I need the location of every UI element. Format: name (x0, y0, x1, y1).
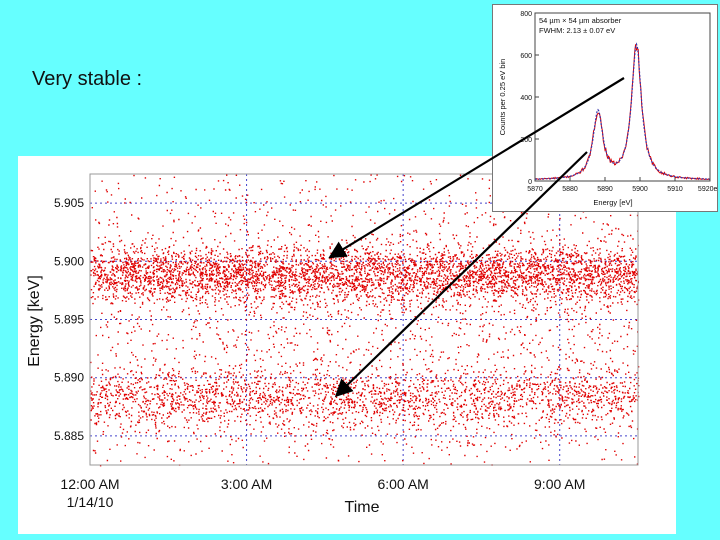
inset-frame (534, 12, 711, 182)
plot-frame (89, 173, 639, 466)
inset-x-axis-label: Energy [eV] (593, 198, 632, 207)
x-tick-label: 3:00 AM (221, 476, 272, 492)
inset-subtitle: FWHM: 2.13 ± 0.07 eV (539, 26, 615, 35)
inset-spectrum-fit (535, 42, 710, 180)
inset-x-tick-label: 5870 (527, 186, 543, 193)
x-tick-label: 12:00 AM (60, 476, 119, 492)
x-axis-label: Time (345, 499, 380, 516)
inset-x-tick-label: 5920eV (698, 186, 717, 193)
x-tick-label: 6:00 AM (377, 476, 428, 492)
slide-title: Very stable : (32, 68, 143, 90)
inset-y-tick-label: 0 (528, 179, 532, 186)
inset-x-tick-label: 5910 (667, 186, 683, 193)
y-tick-label: 5.890 (54, 371, 84, 385)
inset-y-tick-label: 400 (520, 95, 532, 102)
y-tick-label: 5.895 (54, 313, 84, 327)
energy-spectrum-plot: 0 200 400 600 800 5870 5880 5890 5900 5910 5920eV… (498, 11, 720, 207)
arrow-upper-peak (328, 77, 625, 259)
main-chart-panel: 5.905 5.900 5.895 5.890 5.885 12:00 AM 1/14/1… (18, 156, 676, 534)
inset-y-tick-label: 200 (520, 137, 532, 144)
y-tick-label: 5.900 (54, 254, 84, 268)
inset-title: 54 µm × 54 µm absorber (539, 16, 622, 25)
inset-x-tick-label: 5890 (597, 186, 613, 193)
inset-y-tick-label: 800 (520, 11, 532, 18)
x-tick-label: 9:00 AM (534, 476, 585, 492)
scatter-points (90, 174, 640, 467)
inset-x-tick-label: 5900 (632, 186, 648, 193)
y-axis-label: Energy [keV] (26, 275, 43, 367)
arrow-lower-peak (334, 151, 588, 398)
inset-y-tick-label: 600 (520, 53, 532, 60)
inset-y-axis-label: Counts per 0.25 eV bin (498, 59, 507, 136)
y-tick-label: 5.885 (54, 429, 84, 443)
y-tick-label: 5.905 (54, 196, 84, 210)
x-tick-sublabel: 1/14/10 (67, 494, 114, 510)
inset-x-tick-label: 5880 (562, 186, 578, 193)
inset-spectrum-panel: 0 200 400 600 800 5870 5880 5890 5900 5910 5920eV… (492, 4, 720, 212)
